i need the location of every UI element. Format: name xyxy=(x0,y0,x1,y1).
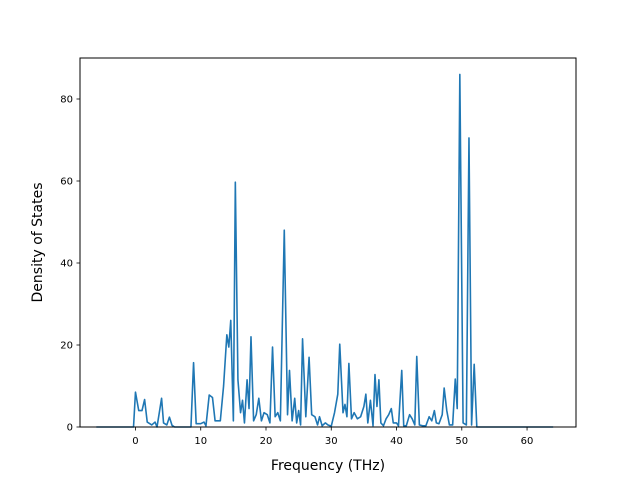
x-axis: 0 10 20 30 40 50 60 xyxy=(132,427,533,447)
y-axis: 0 20 40 60 80 xyxy=(60,95,80,434)
y-tick-label: 20 xyxy=(60,341,73,352)
plot-area xyxy=(96,73,554,428)
x-tick-label: 0 xyxy=(132,436,138,447)
x-tick-label: 20 xyxy=(260,436,273,447)
x-tick-label: 10 xyxy=(194,436,207,447)
dos-series-line-0 xyxy=(96,73,554,428)
x-tick-label: 60 xyxy=(521,436,534,447)
axes-frame xyxy=(79,57,577,428)
y-tick-label: 80 xyxy=(60,95,73,106)
x-axis-label: Frequency (THz) xyxy=(271,458,385,474)
y-tick-label: 60 xyxy=(60,177,73,188)
y-tick-label: 40 xyxy=(60,259,73,270)
y-tick-label: 0 xyxy=(67,423,73,434)
y-axis-label: Density of States xyxy=(30,183,46,303)
x-tick-label: 50 xyxy=(455,436,468,447)
x-tick-label: 40 xyxy=(390,436,403,447)
x-tick-label: 30 xyxy=(325,436,338,447)
